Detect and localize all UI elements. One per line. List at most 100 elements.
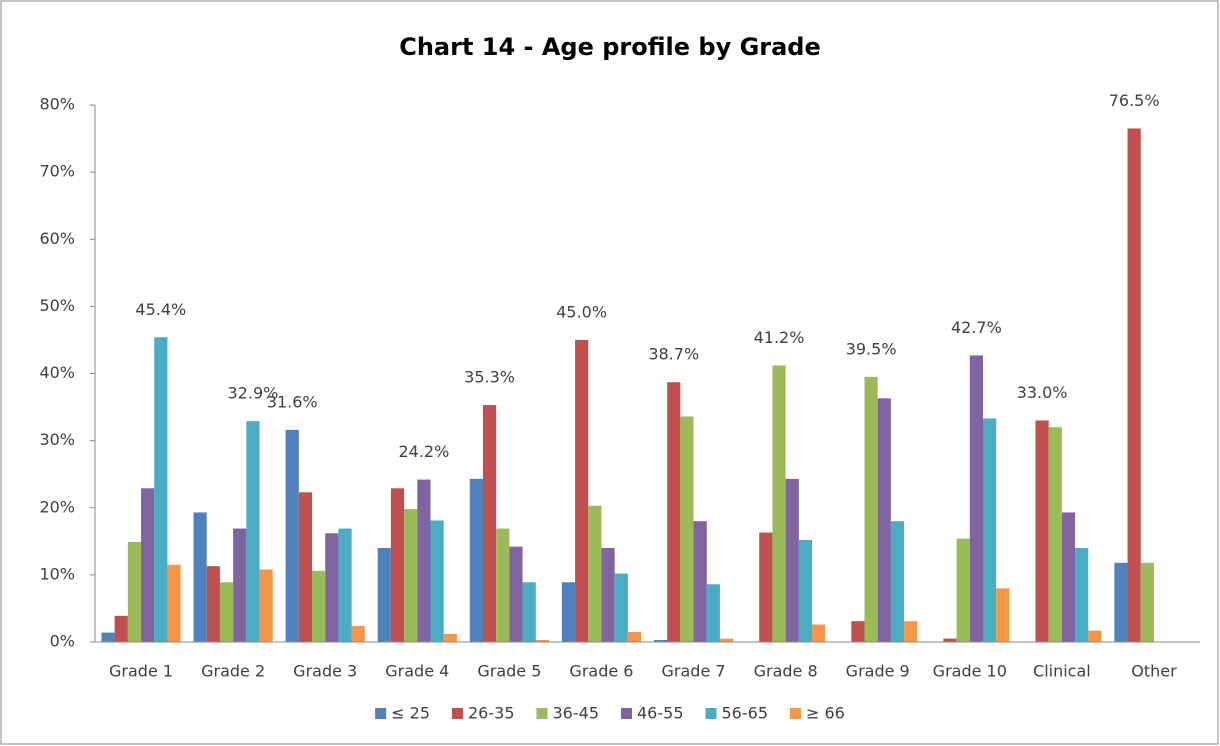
legend-swatch <box>536 708 548 719</box>
bar <box>193 512 207 642</box>
bar <box>312 570 326 642</box>
bar <box>141 488 155 642</box>
x-tick-label: Grade 3 <box>293 662 357 681</box>
bar <box>785 478 799 642</box>
bar <box>522 582 536 642</box>
bar <box>759 532 773 642</box>
y-tick-label: 10% <box>39 564 75 583</box>
bar <box>653 639 668 642</box>
data-label: 32.9% <box>228 384 279 403</box>
bar <box>1114 562 1128 642</box>
bar <box>154 337 168 642</box>
bar <box>890 521 905 642</box>
y-tick-label: 50% <box>39 296 75 315</box>
bar <box>601 548 615 642</box>
bar <box>1127 128 1141 642</box>
x-tick-label: Grade 10 <box>933 662 1007 681</box>
bar <box>535 639 549 642</box>
x-tick-label: Grade 9 <box>846 662 910 681</box>
x-tick-label: Grade 1 <box>109 662 173 681</box>
y-tick-label: 40% <box>39 363 75 382</box>
bar <box>469 478 483 642</box>
bar <box>325 533 339 642</box>
legend-swatch <box>452 708 463 719</box>
y-tick-label: 0% <box>50 632 75 651</box>
x-tick-label: Grade 7 <box>662 662 726 681</box>
bar <box>798 539 813 642</box>
legend-label: 36-45 <box>553 704 600 723</box>
data-label: 38.7% <box>648 345 699 364</box>
bar <box>561 582 576 642</box>
x-tick-label: Grade 8 <box>754 662 818 681</box>
bar <box>167 564 181 642</box>
legend-label: 46-55 <box>637 704 684 723</box>
legend-swatch <box>621 708 632 719</box>
legend-label: 26-35 <box>468 704 515 723</box>
bar <box>233 528 247 642</box>
bar <box>509 546 523 642</box>
x-tick-label: Clinical <box>1033 662 1091 681</box>
bar <box>864 376 878 642</box>
bar <box>219 582 234 642</box>
bar <box>693 521 707 642</box>
bar <box>996 588 1010 642</box>
bar <box>338 528 352 642</box>
data-label: 24.2% <box>398 442 449 461</box>
y-tick-label: 60% <box>39 229 75 248</box>
bar <box>285 429 299 642</box>
bar <box>390 488 405 642</box>
bar <box>298 492 313 642</box>
legend-label: ≤ 25 <box>391 704 430 723</box>
data-label: 45.4% <box>135 300 186 319</box>
bar <box>877 398 891 642</box>
data-label: 41.2% <box>754 328 805 347</box>
bar <box>706 584 720 642</box>
bar <box>206 566 220 642</box>
y-tick-label: 20% <box>39 497 75 516</box>
data-label: 39.5% <box>846 339 897 358</box>
bar <box>417 479 431 642</box>
data-label: 33.0% <box>1017 383 1068 402</box>
bar <box>482 405 497 642</box>
bar <box>1075 548 1089 642</box>
y-tick-label: 30% <box>39 430 75 449</box>
bar <box>1035 420 1049 642</box>
data-label: 31.6% <box>267 392 318 411</box>
legend-swatch <box>705 708 717 719</box>
bar <box>430 520 444 642</box>
x-tick-label: Grade 6 <box>569 662 633 681</box>
bar <box>496 528 510 642</box>
bar <box>956 538 970 642</box>
bar <box>1061 512 1076 642</box>
bar <box>246 421 260 642</box>
legend-swatch <box>790 708 801 719</box>
bar <box>1048 427 1062 642</box>
bar <box>1140 562 1154 642</box>
data-label: 76.5% <box>1109 91 1160 110</box>
bar <box>575 339 589 642</box>
x-tick-label: Grade 4 <box>385 662 449 681</box>
x-tick-label: Grade 5 <box>477 662 541 681</box>
bar <box>588 505 602 642</box>
bar <box>943 638 957 642</box>
bar <box>614 573 628 642</box>
legend-label: 56-65 <box>722 704 769 723</box>
data-label: 35.3% <box>464 368 515 387</box>
bar <box>772 365 786 642</box>
bar <box>969 355 983 642</box>
bar <box>667 382 681 642</box>
y-tick-label: 70% <box>39 162 75 181</box>
bar <box>680 416 694 642</box>
bar <box>627 631 642 642</box>
data-label: 42.7% <box>951 318 1002 337</box>
bar <box>904 621 918 642</box>
bar <box>1088 630 1102 642</box>
data-label: 45.0% <box>556 302 607 321</box>
y-tick-label: 80% <box>39 95 75 114</box>
chart-title: Chart 14 - Age profile by Grade <box>399 33 821 61</box>
bar <box>443 633 457 642</box>
bar <box>851 621 865 642</box>
bar <box>127 541 142 642</box>
